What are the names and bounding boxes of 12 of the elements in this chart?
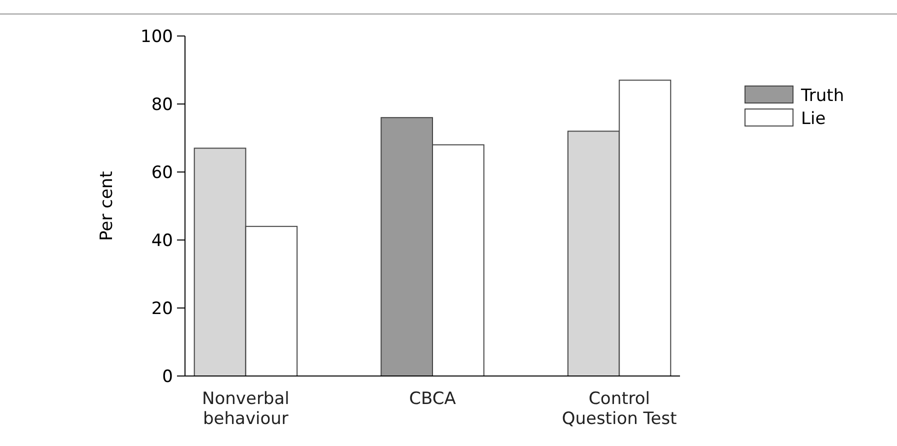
y-tick-label: 60 xyxy=(151,162,173,183)
x-tick-label: Control Question Test xyxy=(562,389,678,429)
y-tick-label: 0 xyxy=(162,366,173,387)
legend-label: Truth xyxy=(800,86,844,106)
x-tick-label: Nonverbal behaviour xyxy=(202,389,290,429)
y-tick-label: 40 xyxy=(151,230,173,251)
y-tick-label: 20 xyxy=(151,298,173,319)
x-tick-label: CBCA xyxy=(409,389,456,409)
y-tick-label: 100 xyxy=(140,26,173,47)
y-tick-label: 80 xyxy=(151,94,173,115)
legend-label: Lie xyxy=(801,108,826,129)
y-axis-title: Per cent xyxy=(97,170,117,241)
